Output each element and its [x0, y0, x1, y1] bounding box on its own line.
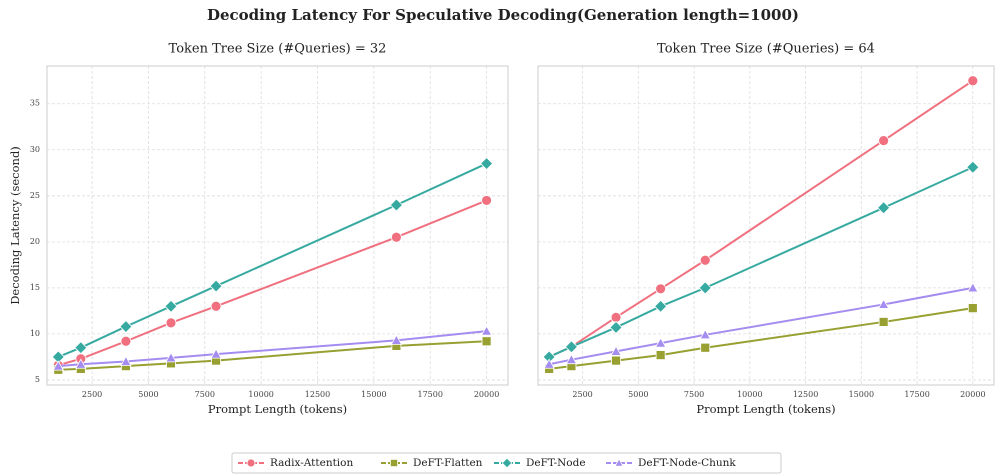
y-tick-label: 5 [35, 375, 40, 384]
marker [481, 336, 492, 347]
marker [52, 360, 64, 371]
subplot-title: Token Tree Size (#Queries) = 32 [169, 42, 387, 57]
marker [967, 282, 979, 293]
x-tick-label: 12500 [793, 390, 818, 399]
marker [480, 325, 493, 336]
legend-label: DeFT-Node-Chunk [638, 457, 736, 469]
x-tick-label: 2500 [82, 390, 102, 399]
x-axis-label: Prompt Length (tokens) [696, 402, 835, 416]
x-tick-label: 5000 [138, 390, 158, 399]
y-tick-label: 35 [30, 99, 40, 108]
x-tick-label: 17500 [904, 390, 929, 399]
x-tick-label: 17500 [418, 390, 443, 399]
marker [165, 317, 177, 329]
marker [165, 352, 177, 363]
marker [501, 457, 513, 469]
y-tick-label: 15 [30, 283, 40, 292]
marker [655, 350, 666, 360]
marker [119, 319, 133, 334]
marker [246, 458, 256, 468]
plot-frame [537, 65, 995, 386]
marker [120, 335, 132, 347]
marker [391, 231, 402, 243]
marker [654, 299, 668, 313]
x-tick-label: 20000 [474, 390, 499, 399]
marker [74, 341, 88, 355]
marker [699, 329, 711, 340]
figure-title: Decoding Latency For Speculative Decodin… [207, 6, 799, 24]
marker [610, 345, 622, 356]
y-axis-label: Decoding Latency (second) [8, 146, 22, 305]
y-tick-label: 25 [30, 191, 40, 200]
marker [698, 281, 712, 295]
marker [610, 311, 622, 323]
marker [654, 337, 667, 348]
legend-label: Radix-Attention [270, 457, 353, 469]
marker [389, 458, 398, 467]
plot-frame [46, 65, 509, 386]
legend-label: DeFT-Flatten [413, 457, 483, 469]
marker [878, 135, 890, 146]
x-tick-label: 12500 [305, 390, 330, 399]
marker [967, 303, 978, 314]
x-tick-label: 7500 [684, 390, 704, 399]
y-tick-label: 30 [30, 145, 40, 154]
x-tick-label: 10000 [248, 390, 273, 399]
marker [210, 300, 222, 312]
y-tick-label: 10 [30, 329, 40, 338]
marker [655, 283, 667, 295]
x-tick-label: 2500 [572, 390, 592, 399]
x-tick-label: 7500 [195, 390, 215, 399]
marker [210, 348, 222, 359]
marker [609, 320, 623, 335]
x-tick-label: 10000 [737, 390, 762, 399]
marker [390, 334, 403, 345]
marker [877, 201, 891, 215]
subplot-title: Token Tree Size (#Queries) = 64 [657, 42, 875, 57]
marker [389, 198, 403, 212]
series-line [58, 330, 487, 368]
y-tick-label: 20 [30, 237, 40, 246]
marker [564, 340, 579, 354]
x-tick-label: 20000 [960, 390, 985, 399]
legend-label: DeFT-Node [526, 457, 586, 469]
x-axis-label: Prompt Length (tokens) [208, 402, 347, 416]
marker [699, 254, 711, 266]
marker [75, 358, 87, 369]
x-tick-label: 15000 [361, 390, 386, 399]
marker [878, 317, 889, 327]
marker [480, 157, 494, 171]
marker [967, 75, 979, 87]
marker [209, 279, 223, 293]
marker [700, 342, 711, 353]
marker [611, 355, 621, 366]
x-tick-label: 15000 [849, 390, 874, 399]
marker [614, 458, 624, 467]
marker [543, 358, 555, 369]
marker [877, 298, 890, 309]
marker [481, 195, 492, 206]
marker [966, 160, 980, 174]
marker [164, 299, 178, 313]
marker [120, 355, 132, 366]
x-tick-label: 5000 [628, 390, 648, 399]
marker [565, 353, 578, 365]
